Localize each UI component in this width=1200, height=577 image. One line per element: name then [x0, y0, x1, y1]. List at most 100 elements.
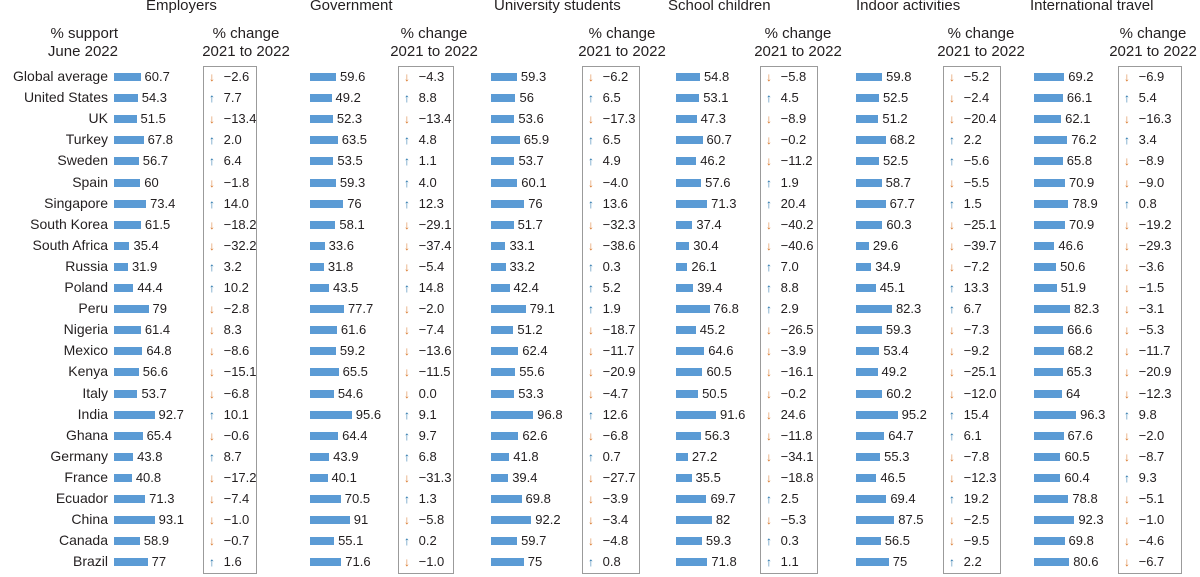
- change-text: −1.0: [1135, 512, 1165, 528]
- change-text: 0.8: [1135, 195, 1157, 211]
- bar: [114, 178, 141, 187]
- data-label: 66.6: [1067, 322, 1093, 338]
- bar: [676, 516, 712, 525]
- bar: [1034, 115, 1062, 124]
- change-text: −1.5: [1135, 280, 1165, 295]
- change-text: −17.3: [599, 111, 636, 127]
- arrow-down-icon: ↓: [1124, 281, 1130, 295]
- change-value: ↓ −25.1: [949, 364, 997, 379]
- country-label: Russia: [65, 257, 108, 274]
- bar: [1034, 537, 1065, 546]
- change-text: 8.3: [220, 322, 242, 338]
- change-text: −1.0: [220, 512, 250, 528]
- bar: [856, 389, 883, 398]
- arrow-down-icon: ↓: [209, 302, 215, 317]
- arrow-down-icon: ↓: [1124, 112, 1130, 127]
- data-label: 55.3: [884, 448, 910, 464]
- panel-title: University students: [494, 0, 621, 14]
- data-label: 46.5: [880, 469, 906, 485]
- bar: [676, 115, 697, 124]
- data-label: 69.8: [1068, 533, 1094, 549]
- panel-title: International travel: [1030, 0, 1154, 14]
- arrow-up-icon: ↑: [209, 91, 215, 106]
- change-text: −34.1: [777, 448, 814, 464]
- data-label: 95.2: [901, 406, 927, 422]
- country-label: Poland: [64, 279, 108, 295]
- bar: [856, 157, 879, 166]
- arrow-down-icon: ↓: [404, 238, 410, 253]
- bar: [676, 305, 710, 314]
- change-text: −9.2: [960, 343, 990, 359]
- change-value: ↓ −0.2: [766, 386, 806, 401]
- change-value: ↓ −7.2: [949, 259, 989, 274]
- change-text: 2.5: [777, 491, 799, 506]
- arrow-down-icon: ↓: [1124, 449, 1130, 464]
- change-value: ↓ −9.5: [949, 533, 989, 548]
- change-text: 9.3: [1135, 469, 1157, 485]
- data-label: 51.2: [517, 322, 543, 338]
- change-text: −0.2: [777, 385, 807, 401]
- change-text: −20.4: [960, 111, 997, 127]
- bar: [1034, 136, 1068, 145]
- change-text: −6.8: [599, 427, 629, 443]
- change-header-line: 2021 to 2022: [390, 43, 478, 60]
- change-header-line: % change: [764, 25, 832, 42]
- change-text: −8.9: [1135, 153, 1165, 169]
- change-value: ↑ 8.8: [766, 280, 799, 295]
- change-text: 13.6: [599, 195, 628, 211]
- bar: [856, 410, 898, 419]
- bar: [1034, 157, 1063, 166]
- country-label: Nigeria: [63, 321, 108, 338]
- change-text: −4.7: [599, 385, 629, 401]
- change-value: ↓ −7.3: [949, 322, 989, 337]
- arrow-down-icon: ↓: [1124, 555, 1130, 570]
- bar: [856, 178, 882, 187]
- change-text: 9.1: [415, 406, 437, 422]
- arrow-down-icon: ↓: [404, 323, 410, 338]
- country-label: United States: [23, 89, 108, 106]
- change-value: ↑ 9.1: [404, 407, 437, 422]
- change-value: ↓ −19.2: [1124, 217, 1172, 232]
- data-label: 52.5: [882, 90, 909, 106]
- data-label: 47.3: [700, 111, 726, 127]
- data-label: 64.4: [342, 427, 368, 443]
- country-label: Kenya: [68, 363, 108, 380]
- arrow-down-icon: ↓: [949, 470, 955, 485]
- arrow-up-icon: ↑: [588, 196, 594, 211]
- arrow-up-icon: ↑: [588, 302, 594, 317]
- arrow-down-icon: ↓: [766, 449, 772, 464]
- data-label: 71.8: [711, 554, 737, 570]
- bar: [1034, 241, 1055, 250]
- data-label: 69.4: [890, 491, 916, 506]
- data-label: 59.7: [521, 533, 547, 549]
- arrow-down-icon: ↓: [949, 259, 955, 274]
- change-text: −9.0: [1135, 174, 1165, 190]
- change-value: ↓ −17.3: [588, 111, 636, 126]
- arrow-down-icon: ↓: [1124, 259, 1130, 274]
- change-value: ↑ 5.4: [1124, 90, 1157, 105]
- arrow-down-icon: ↓: [1124, 534, 1130, 549]
- arrow-down-icon: ↓: [949, 323, 955, 338]
- arrow-up-icon: ↑: [949, 196, 955, 211]
- country-label: Sweden: [57, 152, 108, 169]
- country-label: Spain: [72, 173, 108, 190]
- change-value: ↑ 13.6: [588, 196, 628, 211]
- change-text: 3.2: [220, 258, 242, 274]
- country-label: France: [64, 468, 108, 485]
- arrow-down-icon: ↓: [588, 175, 594, 190]
- country-label: India: [77, 405, 108, 422]
- data-label: 80.6: [1073, 554, 1099, 570]
- country-label: South Korea: [30, 215, 108, 232]
- arrow-down-icon: ↓: [209, 238, 215, 253]
- change-value: ↓ −3.9: [588, 491, 628, 506]
- change-value: ↓ −2.5: [949, 512, 989, 527]
- change-value: ↓ −12.3: [949, 470, 997, 485]
- change-text: −19.2: [1135, 216, 1172, 232]
- bar: [310, 558, 342, 567]
- data-label: 31.9: [131, 258, 158, 274]
- arrow-up-icon: ↑: [209, 154, 215, 169]
- change-text: 0.7: [599, 448, 621, 464]
- change-text: −8.9: [777, 111, 807, 127]
- change-value: ↓ −25.1: [949, 217, 997, 232]
- change-value: ↑ 14.8: [404, 280, 444, 295]
